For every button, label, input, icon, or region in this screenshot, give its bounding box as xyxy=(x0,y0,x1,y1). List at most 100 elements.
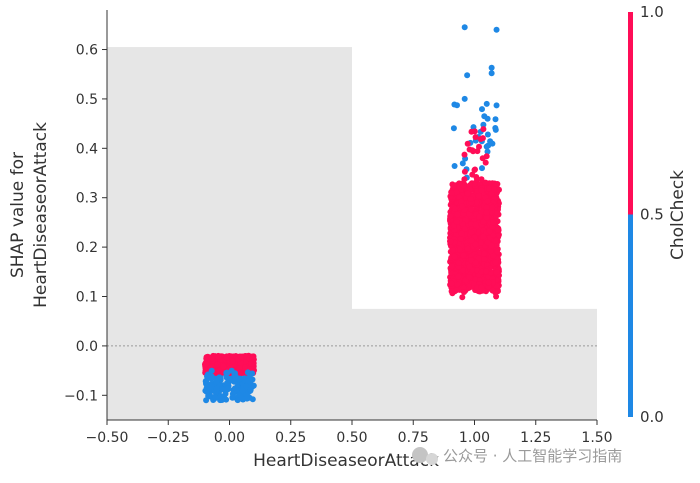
data-point xyxy=(492,259,499,266)
y-tick-label: 0.3 xyxy=(76,191,98,207)
data-point xyxy=(244,369,251,376)
data-point xyxy=(466,274,473,281)
colorbar-tick-label: 1.0 xyxy=(640,3,664,21)
data-point xyxy=(474,188,481,194)
x-tick-label: 1.25 xyxy=(520,430,551,446)
data-point xyxy=(489,204,496,211)
data-point xyxy=(483,143,490,150)
scatter-points xyxy=(202,24,502,404)
x-axis-title: HeartDiseaseorAttack xyxy=(253,451,439,471)
data-point xyxy=(468,237,475,244)
data-point xyxy=(453,219,460,225)
data-point xyxy=(488,248,495,255)
x-tick-label: 0.00 xyxy=(214,430,245,446)
data-point xyxy=(458,230,465,237)
data-point xyxy=(453,189,460,196)
data-point xyxy=(481,250,488,257)
data-point xyxy=(233,386,240,393)
data-point xyxy=(468,206,475,213)
y-tick-label: 0.5 xyxy=(76,92,98,108)
data-point xyxy=(472,221,479,228)
data-point xyxy=(493,293,500,300)
data-point xyxy=(493,102,500,109)
data-point xyxy=(493,269,500,276)
data-point xyxy=(494,248,500,255)
data-point xyxy=(461,289,468,295)
data-point xyxy=(472,241,479,248)
data-point xyxy=(217,393,224,400)
data-point xyxy=(245,378,251,384)
data-point xyxy=(480,233,487,240)
data-point xyxy=(484,239,491,246)
data-point xyxy=(213,385,220,392)
data-point xyxy=(223,354,230,361)
data-point xyxy=(482,159,489,166)
data-point xyxy=(448,280,455,287)
x-axis-ticks: −0.50 −0.25 0.00 0.25 0.50 0.75 1.00 1.25 1.50 xyxy=(86,420,613,446)
y-tick-label: 0.6 xyxy=(76,43,98,59)
data-point xyxy=(489,140,496,147)
data-point xyxy=(232,373,239,380)
data-point xyxy=(488,70,495,77)
data-point xyxy=(489,279,496,286)
data-point xyxy=(483,204,490,211)
data-point xyxy=(450,125,457,132)
data-point xyxy=(459,294,466,301)
data-point xyxy=(466,263,473,270)
data-point xyxy=(248,360,254,367)
y-axis-title-line-1: SHAP value for xyxy=(8,152,28,278)
histogram-background xyxy=(107,47,597,421)
data-point xyxy=(452,205,459,212)
data-point xyxy=(484,131,491,138)
data-point xyxy=(448,263,455,270)
data-point xyxy=(481,113,488,120)
data-point xyxy=(203,361,210,368)
data-point xyxy=(455,259,462,266)
y-tick-label: −0.1 xyxy=(64,388,98,404)
data-point xyxy=(472,134,479,141)
data-point xyxy=(490,219,497,226)
data-point xyxy=(215,353,222,360)
data-point xyxy=(207,383,214,390)
data-point xyxy=(459,267,466,274)
data-point xyxy=(213,378,220,385)
data-point xyxy=(483,100,490,107)
data-point xyxy=(229,393,236,400)
data-point xyxy=(478,209,485,216)
data-point xyxy=(224,369,231,376)
x-tick-label: −0.50 xyxy=(86,430,129,446)
y-axis-title-line-2: HeartDiseaseorAttack xyxy=(31,122,51,308)
data-point xyxy=(229,358,236,365)
y-axis-ticks: −0.1 0.0 0.1 0.2 0.3 0.4 0.5 0.6 xyxy=(64,43,107,404)
data-point xyxy=(476,213,483,220)
x-tick-label: 0.75 xyxy=(398,430,429,446)
histogram-bar-1 xyxy=(352,308,597,420)
data-point xyxy=(464,72,471,79)
data-point xyxy=(486,228,493,235)
data-point xyxy=(478,284,485,291)
data-point xyxy=(203,355,210,361)
data-point xyxy=(474,284,481,291)
colorbar-tick-label: 0.0 xyxy=(640,408,664,426)
data-point xyxy=(470,148,477,155)
watermark: 公众号 · 人工智能学习指南 xyxy=(412,447,622,465)
data-point xyxy=(490,252,497,259)
data-point xyxy=(466,210,473,217)
data-point xyxy=(456,194,463,201)
data-point xyxy=(461,151,468,158)
data-point xyxy=(485,279,492,286)
data-point xyxy=(474,148,481,155)
data-point xyxy=(247,386,254,393)
x-tick-label: 1.50 xyxy=(581,430,612,446)
data-point xyxy=(472,259,479,266)
data-point xyxy=(468,257,475,264)
x-tick-label: −0.25 xyxy=(147,430,190,446)
data-point xyxy=(455,273,462,280)
data-point xyxy=(468,128,475,135)
y-tick-label: 0.4 xyxy=(76,141,98,157)
data-point xyxy=(464,245,471,252)
data-point xyxy=(484,198,491,205)
data-point xyxy=(243,383,250,390)
data-point xyxy=(208,355,215,362)
